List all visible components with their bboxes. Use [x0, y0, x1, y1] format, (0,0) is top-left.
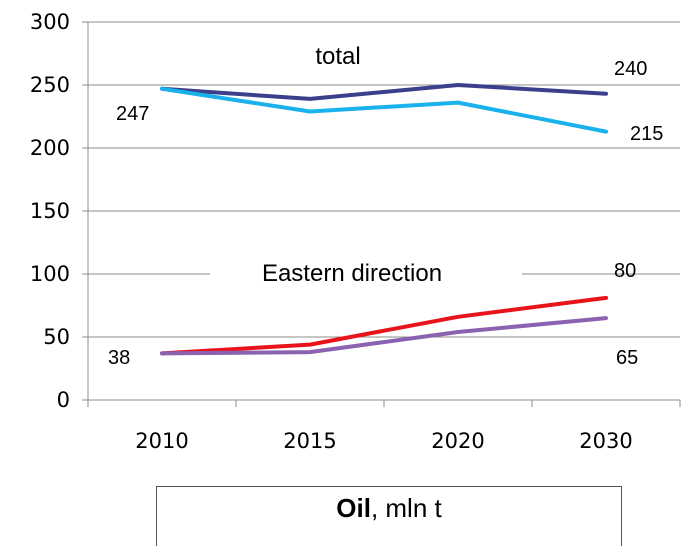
- y-tick-label: 0: [57, 388, 70, 412]
- y-tick-label: 300: [30, 10, 70, 34]
- data-label-80: 80: [614, 260, 636, 282]
- data-label-247: 247: [116, 103, 149, 125]
- y-tick-label: 50: [43, 325, 70, 349]
- x-tick-label: 2030: [579, 429, 632, 453]
- series-line-1: [160, 83, 608, 101]
- series-line-4: [160, 316, 608, 356]
- group-label-total: total: [315, 43, 360, 70]
- total-label-bg: [240, 40, 440, 76]
- eastern-label-bg: [210, 256, 522, 292]
- series-lines: [160, 83, 608, 356]
- y-tick-label: 200: [30, 136, 70, 160]
- group-label-eastern: Eastern direction: [262, 260, 442, 287]
- series-line-3: [160, 295, 608, 356]
- oil-line-chart: 0 50 100 150 200 250 300 2010 2015 2020 2030 tota…: [30, 10, 681, 453]
- x-tick-label: 2010: [135, 429, 188, 453]
- series-line-2: [160, 86, 608, 134]
- y-tick-label: 250: [30, 73, 70, 97]
- chart-caption: Oil, mln t: [156, 486, 622, 546]
- data-label-215: 215: [630, 123, 663, 145]
- data-label-65: 65: [616, 347, 638, 369]
- caption-bold: Oil: [336, 493, 371, 523]
- y-tick-label: 100: [30, 262, 70, 286]
- data-label-240: 240: [614, 58, 647, 80]
- gridlines: [88, 21, 680, 338]
- x-tick-label: 2015: [283, 429, 336, 453]
- x-tick-labels: 2010 2015 2020 2030: [135, 429, 632, 453]
- axes: [82, 21, 681, 407]
- y-tick-label: 150: [30, 199, 70, 223]
- x-tick-label: 2020: [431, 429, 484, 453]
- y-tick-labels: 0 50 100 150 200 250 300: [30, 10, 70, 412]
- caption-rest: , mln t: [370, 493, 442, 523]
- data-label-38: 38: [108, 347, 130, 369]
